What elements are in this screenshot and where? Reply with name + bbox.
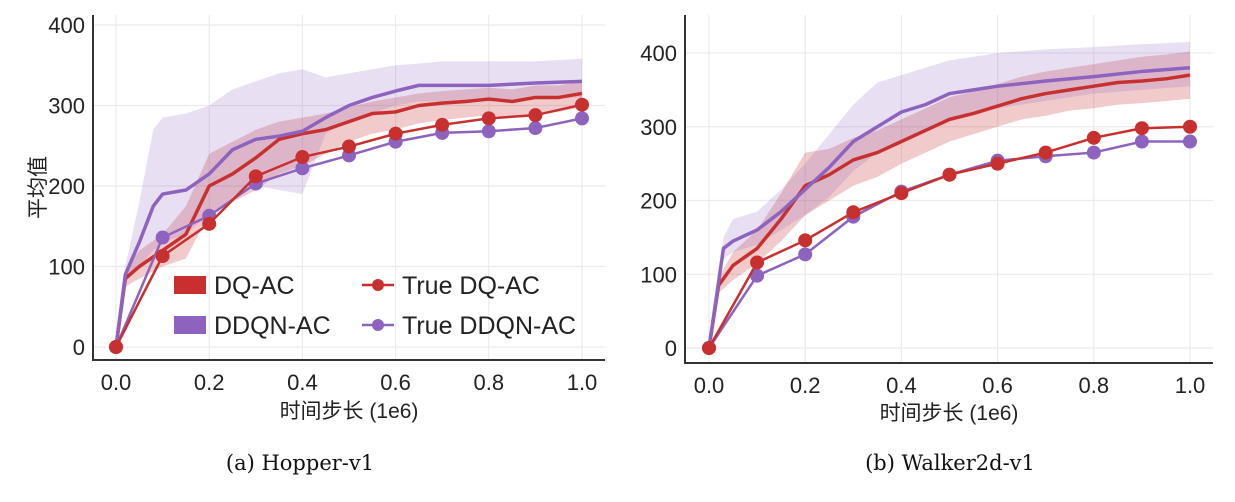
band-DDQN-AC [116,58,582,348]
marker-True DDQN-AC [1183,134,1197,149]
marker-True DQ-AC [342,139,356,154]
legend-label: True DQ-AC [402,272,540,300]
marker-True DQ-AC [846,205,861,220]
marker-True DQ-AC [202,216,217,231]
x-tick-label: 0.6 [380,370,411,395]
legend: DQ-AC DDQN-AC True DQ-AC True DDQN-AC [174,272,576,340]
x-tick-label: 0.8 [474,370,505,395]
marker-True DQ-AC [702,341,716,355]
x-tick-label: 0.2 [790,373,821,398]
y-tick-label: 100 [640,262,677,287]
legend-item-DQ-AC: DQ-AC [174,272,295,300]
marker-True DQ-AC [1086,130,1101,145]
marker-True DQ-AC [575,97,589,112]
line-DQ-AC [707,73,1191,349]
line-DQ-AC [114,91,583,348]
marker-True DDQN-AC [1086,145,1101,160]
x-tick-label: 0.2 [194,370,225,395]
marker-True DQ-AC [435,117,450,132]
chart-walker2d: 0.0 0.2 0.4 0.6 0.8 1.0 0 100 200 300 400 时间步长 (1e6… [640,15,1213,475]
y-tick-label: 0 [73,335,85,360]
marker-True DDQN-AC [481,124,496,139]
x-tick-label: 1.0 [567,370,598,395]
marker-True DDQN-AC [750,268,765,283]
x-tick-label: 1.0 [1175,373,1206,398]
marker-True DQ-AC [750,255,765,270]
marker-True DQ-AC [1038,145,1053,160]
marker-True DDQN-AC [798,247,813,262]
marker-True DQ-AC [990,156,1005,171]
marker-True DQ-AC [155,249,170,264]
legend-label: DDQN-AC [214,312,331,340]
marker-True DQ-AC [388,126,403,141]
legend-label: True DDQN-AC [402,312,576,340]
chart-hopper: 0.0 0.2 0.4 0.6 0.8 1.0 0 100 200 300 400 时间步长 (1e6… [27,13,605,475]
marker-True DQ-AC [1183,119,1197,134]
legend-item-True DDQN-AC: True DDQN-AC [362,312,576,340]
x-tick-label: 0.0 [101,370,132,395]
marker-True DQ-AC [894,186,909,201]
legend-swatch [174,276,206,294]
marker-True DDQN-AC [1134,134,1149,149]
marker-True DDQN-AC [528,121,543,136]
x-tick-label: 0.8 [1079,373,1110,398]
y-tick-label: 100 [48,255,85,280]
marker-True DQ-AC [481,111,496,126]
x-tick-label: 0.4 [287,370,318,395]
marker-True DDQN-AC [575,111,589,126]
marker-True DQ-AC [1134,121,1149,136]
legend-marker [372,319,384,331]
marker-True DQ-AC [942,167,957,182]
legend-item-DDQN-AC: DDQN-AC [174,312,331,340]
y-tick-label: 400 [48,13,85,38]
marker-True DQ-AC [798,233,813,248]
marker-True DQ-AC [295,150,310,165]
y-tick-label: 300 [640,115,677,140]
x-tick-label: 0.4 [886,373,917,398]
marker-True DQ-AC [528,108,543,123]
legend-swatch [174,316,206,334]
legend-marker [372,279,384,291]
x-axis-label: 时间步长 (1e6) [280,400,419,423]
line-DDQN-AC [114,79,583,348]
caption: (b) Walker2d-v1 [865,451,1035,475]
marker-True DDQN-AC [155,230,170,245]
y-axis-label: 平均值 [27,156,50,219]
y-tick-label: 400 [640,41,677,66]
y-tick-label: 200 [640,189,677,214]
marker-True DDQN-AC [295,161,310,176]
line-DDQN-AC [707,66,1191,349]
marker-True DQ-AC [109,340,123,354]
legend-item-True DQ-AC: True DQ-AC [362,272,540,300]
y-tick-label: 300 [48,94,85,119]
y-tick-label: 0 [665,336,677,361]
band-DDQN-AC [709,41,1190,348]
x-axis-label: 时间步长 (1e6) [880,402,1019,425]
band-DQ-AC [116,81,582,347]
axes [92,15,605,361]
x-tick-label: 0.6 [982,373,1013,398]
axes [684,15,1213,364]
caption: (a) Hopper-v1 [226,451,374,475]
x-tick-label: 0.0 [694,373,725,398]
marker-True DQ-AC [248,169,263,184]
y-tick-label: 200 [48,174,85,199]
legend-label: DQ-AC [214,272,295,300]
